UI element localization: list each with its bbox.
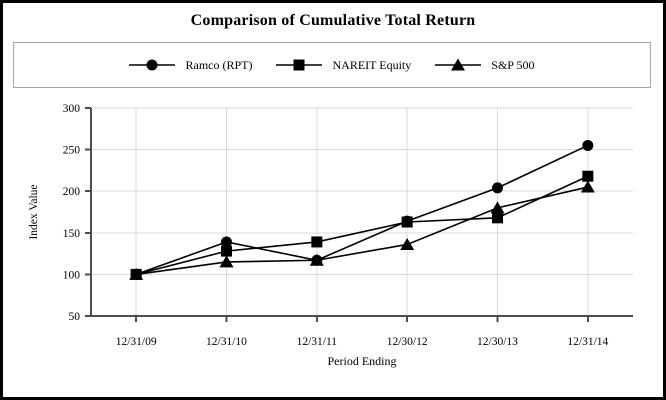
series-line bbox=[135, 144, 589, 276]
circle-marker bbox=[492, 182, 503, 194]
triangle-marker bbox=[580, 180, 595, 193]
square-marker bbox=[311, 236, 323, 248]
legend-label: Ramco (RPT) bbox=[185, 57, 253, 72]
plot-area: 50 100 150 200 250 300 12/31/09 12/31/10 12/31/1… bbox=[28, 103, 633, 368]
square-marker bbox=[582, 170, 594, 182]
legend-entry: S&P 500 bbox=[435, 57, 535, 73]
legend-label: S&P 500 bbox=[491, 57, 535, 72]
legend: Ramco (RPT) NAREIT Equity S&P 500 bbox=[13, 42, 651, 88]
square-marker bbox=[293, 59, 305, 71]
series-ramco-rpt bbox=[130, 139, 594, 280]
triangle-marker bbox=[451, 58, 466, 71]
triangle-marker-icon bbox=[435, 58, 482, 71]
square-marker bbox=[401, 216, 413, 228]
y-axis-title: Index Value bbox=[28, 184, 40, 239]
legend-label: NAREIT Equity bbox=[332, 57, 412, 72]
series-s-p-500 bbox=[129, 180, 595, 280]
triangle-marker bbox=[309, 253, 324, 266]
square-marker-icon bbox=[276, 59, 323, 71]
y-tick-label: 300 bbox=[63, 103, 81, 115]
series-line bbox=[136, 186, 589, 276]
gridlines bbox=[91, 107, 633, 316]
x-tick-label: 12/30/13 bbox=[477, 336, 518, 348]
triangle-marker bbox=[219, 255, 234, 268]
square-marker bbox=[221, 245, 232, 257]
triangle-marker bbox=[490, 201, 505, 214]
circle-marker bbox=[221, 236, 232, 248]
circle-marker bbox=[146, 59, 158, 71]
triangle-marker bbox=[129, 267, 144, 280]
x-tick-label: 12/31/09 bbox=[116, 336, 157, 348]
x-tick-label: 12/30/12 bbox=[387, 336, 428, 348]
y-tick-label: 150 bbox=[63, 228, 81, 240]
x-axis-title: Period Ending bbox=[328, 354, 397, 368]
legend-entry: Ramco (RPT) bbox=[129, 57, 252, 73]
legend-entry: NAREIT Equity bbox=[276, 57, 411, 73]
y-tick-label: 100 bbox=[63, 269, 81, 281]
x-tick-label: 12/31/14 bbox=[567, 336, 608, 348]
x-tick-label: 12/31/11 bbox=[297, 336, 338, 348]
circle-marker-icon bbox=[129, 59, 176, 71]
square-marker bbox=[492, 212, 503, 224]
y-tick-label: 50 bbox=[69, 311, 81, 323]
circle-marker bbox=[582, 139, 594, 151]
triangle-marker bbox=[400, 237, 415, 250]
chart-title: Comparison of Cumulative Total Return bbox=[190, 12, 476, 29]
axis-labels: 50 100 150 200 250 300 12/31/09 12/31/10 12/31/1… bbox=[28, 103, 609, 368]
x-tick-label: 12/31/10 bbox=[206, 336, 247, 348]
y-tick-label: 250 bbox=[63, 145, 81, 157]
axes bbox=[85, 107, 633, 322]
y-tick-label: 200 bbox=[63, 186, 81, 198]
series-line bbox=[135, 175, 589, 276]
series-nareit-equity bbox=[130, 170, 594, 280]
